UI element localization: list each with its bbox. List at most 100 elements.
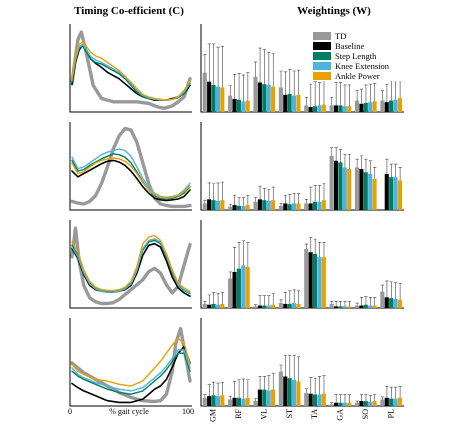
bar-td-vl-row-4 (253, 401, 258, 406)
bar-td-ta-row-4 (304, 392, 309, 406)
error-ankle-power-pl-row-3 (398, 283, 402, 300)
bar-baseline-ga-row-2 (333, 160, 339, 210)
bar-step-length-st-row-4 (287, 378, 292, 406)
error-knee-extension-ta-row-4 (317, 376, 322, 395)
line-baseline-row-2 (71, 159, 191, 202)
error-td-st-row-3 (279, 299, 283, 304)
bar-knee-extension-so-row-1 (368, 102, 373, 112)
error-baseline-ta-row-1 (309, 83, 313, 108)
error-td-pl-row-1 (380, 90, 385, 101)
error-step-length-st-row-2 (288, 194, 292, 205)
bar-ankle-power-ta-row-1 (321, 104, 326, 112)
bar-baseline-gm-row-3 (207, 304, 212, 308)
bar-knee-extension-vl-row-1 (266, 84, 271, 112)
bar-ankle-power-ta-row-3 (321, 257, 326, 308)
bar-knee-extension-st-row-1 (292, 95, 297, 112)
error-ankle-power-so-row-3 (373, 297, 377, 306)
bar-td-pl-row-3 (380, 291, 385, 308)
error-step-length-ga-row-1 (338, 82, 343, 106)
error-step-length-pl-row-1 (389, 80, 393, 101)
error-ankle-power-vl-row-1 (271, 53, 275, 87)
error-step-length-gm-row-3 (212, 292, 216, 304)
bar-knee-extension-gm-row-2 (215, 200, 220, 210)
bar-knee-extension-so-row-2 (368, 173, 373, 210)
bar-knee-extension-ta-row-4 (317, 394, 322, 406)
error-knee-extension-rf-row-2 (241, 197, 246, 206)
bar-knee-extension-vl-row-3 (266, 305, 271, 308)
bar-td-vl-row-1 (253, 76, 258, 112)
bar-baseline-rf-row-1 (232, 98, 237, 112)
bar-knee-extension-ta-row-2 (317, 201, 322, 210)
error-ankle-power-gm-row-1 (220, 46, 225, 88)
error-ankle-power-vl-row-2 (271, 186, 275, 201)
error-baseline-so-row-3 (359, 297, 364, 306)
error-td-ga-row-1 (330, 96, 334, 106)
bar-td-rf-row-1 (228, 95, 233, 112)
category-label-so: SO (361, 409, 370, 419)
bar-ankle-power-ga-row-4 (347, 402, 352, 406)
bar-ankle-power-vl-row-2 (271, 200, 276, 210)
error-td-gm-row-1 (203, 54, 207, 73)
bar-knee-extension-ga-row-4 (342, 402, 347, 406)
error-baseline-ta-row-2 (309, 186, 313, 204)
timing-axes-3 (69, 220, 192, 309)
error-knee-extension-so-row-4 (368, 395, 372, 402)
error-ankle-power-st-row-2 (297, 193, 301, 204)
bar-td-st-row-4 (278, 371, 283, 406)
error-td-rf-row-3 (228, 271, 232, 279)
weightings-panels (200, 24, 404, 407)
bar-td-so-row-1 (354, 100, 360, 112)
bar-step-length-pl-row-4 (389, 398, 394, 406)
bar-step-length-vl-row-1 (262, 84, 267, 112)
error-step-length-ta-row-2 (313, 185, 317, 202)
bar-ankle-power-ga-row-1 (347, 106, 352, 112)
category-label-ta: TA (310, 409, 319, 419)
error-step-length-st-row-3 (288, 290, 292, 304)
left-title: Timing Co-efficient (C) (74, 5, 184, 17)
error-baseline-st-row-3 (283, 292, 288, 304)
timing-axes-1 (69, 24, 192, 113)
error-knee-extension-pl-row-2 (394, 163, 398, 178)
legend-label-ankle-power: Ankle Power (335, 71, 380, 81)
bar-ankle-power-so-row-2 (372, 178, 377, 210)
error-td-gm-row-2 (203, 199, 207, 204)
timing-panel-2 (69, 122, 192, 211)
bar-baseline-st-row-2 (283, 203, 288, 210)
error-knee-extension-so-row-1 (368, 83, 372, 103)
line-ankle-power-row-2 (71, 157, 191, 199)
error-td-so-row-1 (355, 90, 359, 101)
error-step-length-ta-row-1 (313, 81, 317, 107)
bar-ankle-power-rf-row-2 (245, 205, 250, 210)
weightings-panel-3 (200, 220, 404, 309)
bar-baseline-vl-row-4 (257, 389, 262, 406)
bar-baseline-gm-row-4 (207, 396, 212, 406)
bar-ankle-power-gm-row-1 (220, 87, 225, 112)
bar-step-length-ta-row-3 (312, 253, 318, 308)
bar-baseline-gm-row-2 (207, 199, 212, 210)
error-baseline-gm-row-3 (207, 294, 211, 305)
error-step-length-st-row-1 (288, 69, 292, 94)
error-td-st-row-4 (279, 364, 283, 372)
bar-step-length-ga-row-2 (338, 162, 343, 210)
timing-axes-2 (69, 122, 192, 211)
category-label-pl: PL (386, 409, 395, 418)
bar-knee-extension-ga-row-3 (342, 306, 347, 308)
bar-baseline-ga-row-1 (333, 105, 339, 112)
line-knee-extension-row-2 (71, 148, 191, 198)
error-td-rf-row-1 (228, 85, 232, 96)
timing-panel-3 (69, 220, 192, 309)
error-knee-extension-ga-row-1 (343, 84, 347, 107)
bar-ankle-power-pl-row-1 (397, 98, 403, 112)
bar-baseline-rf-row-2 (232, 205, 237, 210)
error-step-length-gm-row-4 (212, 381, 216, 396)
error-ankle-power-rf-row-3 (246, 242, 250, 267)
error-ankle-power-st-row-1 (297, 69, 301, 95)
bar-td-so-row-3 (354, 305, 360, 308)
error-baseline-vl-row-1 (258, 47, 262, 83)
error-td-ta-row-4 (304, 388, 308, 393)
error-knee-extension-ta-row-3 (317, 242, 322, 258)
x-tick-100: 100 (182, 407, 194, 416)
error-td-ta-row-1 (304, 96, 308, 106)
line-ankle-power-row-4 (71, 337, 191, 387)
